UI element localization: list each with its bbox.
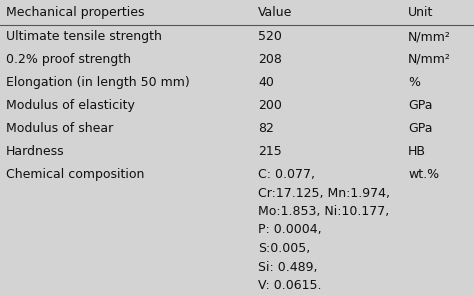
Text: C: 0.077,
Cr:17.125, Mn:1.974,
Mo:1.853, Ni:10.177,
P: 0.0004,
S:0.005,
Si: 0.48: C: 0.077, Cr:17.125, Mn:1.974, Mo:1.853,… <box>258 168 390 292</box>
Text: N/mm²: N/mm² <box>408 30 451 43</box>
Text: Modulus of elasticity: Modulus of elasticity <box>6 99 135 112</box>
Text: %: % <box>408 76 420 89</box>
Text: Hardness: Hardness <box>6 145 64 158</box>
Text: 208: 208 <box>258 53 282 66</box>
Text: GPa: GPa <box>408 99 432 112</box>
Text: 40: 40 <box>258 76 274 89</box>
Text: Elongation (in length 50 mm): Elongation (in length 50 mm) <box>6 76 190 89</box>
Text: 0.2% proof strength: 0.2% proof strength <box>6 53 131 66</box>
Text: N/mm²: N/mm² <box>408 53 451 66</box>
Text: Modulus of shear: Modulus of shear <box>6 122 113 135</box>
Text: Value: Value <box>258 6 292 19</box>
Text: GPa: GPa <box>408 122 432 135</box>
Text: HB: HB <box>408 145 426 158</box>
Text: 520: 520 <box>258 30 282 43</box>
Text: 200: 200 <box>258 99 282 112</box>
Text: Unit: Unit <box>408 6 433 19</box>
Text: Mechanical properties: Mechanical properties <box>6 6 145 19</box>
Text: 215: 215 <box>258 145 282 158</box>
Text: Chemical composition: Chemical composition <box>6 168 145 181</box>
Text: Ultimate tensile strength: Ultimate tensile strength <box>6 30 162 43</box>
Text: 82: 82 <box>258 122 274 135</box>
Text: wt.%: wt.% <box>408 168 439 181</box>
